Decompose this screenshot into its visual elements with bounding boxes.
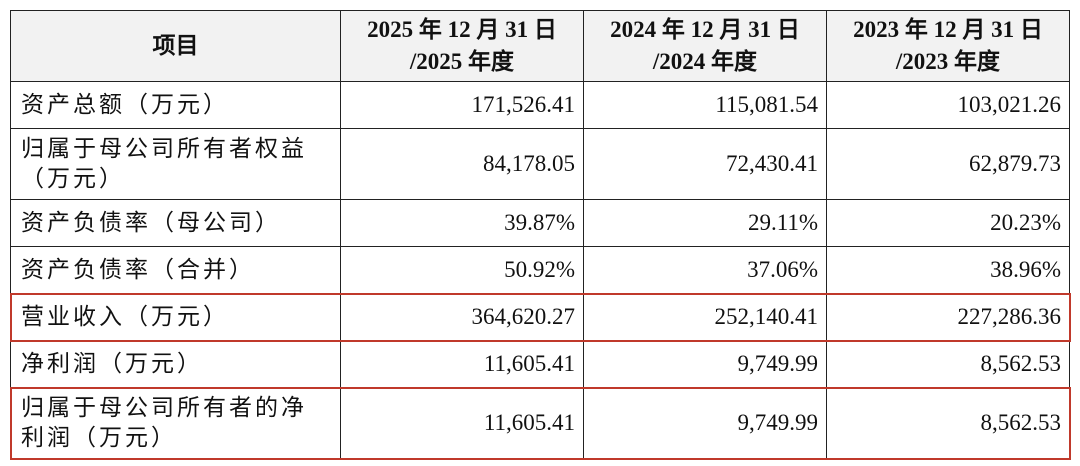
header-cell: 2025 年 12 月 31 日 /2025 年度 [340, 10, 584, 82]
value-cell: 38.96% [826, 246, 1070, 294]
table-row: 资产总额（万元） 171,526.41 115,081.54 103,021.26 [10, 81, 1070, 129]
row-label: 资产总额（万元） [10, 81, 341, 129]
value-cell: 8,562.53 [826, 340, 1070, 388]
value-cell: 39.87% [340, 199, 584, 247]
value-cell: 103,021.26 [826, 81, 1070, 129]
value-cell: 29.11% [583, 199, 827, 247]
row-label: 归属于母公司所有者权益（万元） [10, 128, 341, 200]
row-label: 净利润（万元） [10, 340, 341, 388]
data-table: 项目 2025 年 12 月 31 日 /2025 年度 2024 年 12 月 3… [9, 10, 1071, 460]
value-cell: 171,526.41 [340, 81, 584, 129]
table-row: 净利润（万元） 11,605.41 9,749.99 8,562.53 [10, 340, 1070, 388]
header-cell: 项目 [10, 10, 341, 82]
value-cell: 364,620.27 [340, 293, 584, 341]
value-cell: 9,749.99 [583, 387, 827, 459]
row-label: 资产负债率（合并） [10, 246, 341, 294]
table-row: 资产负债率（合并） 50.92% 37.06% 38.96% [10, 246, 1070, 294]
table-body: 资产总额（万元） 171,526.41 115,081.54 103,021.26 归属… [9, 81, 1071, 460]
value-cell: 37.06% [583, 246, 827, 294]
value-cell: 11,605.41 [340, 340, 584, 388]
value-cell: 252,140.41 [583, 293, 827, 341]
value-cell: 8,562.53 [826, 387, 1070, 459]
header-cell: 2023 年 12 月 31 日 /2023 年度 [826, 10, 1070, 82]
header-row: 项目 2025 年 12 月 31 日 /2025 年度 2024 年 12 月 3… [10, 10, 1070, 82]
value-cell: 11,605.41 [340, 387, 584, 459]
table-row: 归属于母公司所有者的净利润（万元） 11,605.41 9,749.99 8,562.… [9, 386, 1071, 460]
value-cell: 9,749.99 [583, 340, 827, 388]
table-row: 归属于母公司所有者权益（万元） 84,178.05 72,430.41 62,879.… [10, 128, 1070, 200]
value-cell: 84,178.05 [340, 128, 584, 200]
value-cell: 62,879.73 [826, 128, 1070, 200]
value-cell: 72,430.41 [583, 128, 827, 200]
header-cell: 2024 年 12 月 31 日 /2024 年度 [583, 10, 827, 82]
table-row: 资产负债率（母公司） 39.87% 29.11% 20.23% [10, 199, 1070, 247]
value-cell: 50.92% [340, 246, 584, 294]
row-label: 归属于母公司所有者的净利润（万元） [10, 387, 341, 459]
value-cell: 227,286.36 [826, 293, 1070, 341]
value-cell: 115,081.54 [583, 81, 827, 129]
row-label: 营业收入（万元） [10, 293, 341, 341]
table-row: 营业收入（万元） 364,620.27 252,140.41 227,286.36 [9, 292, 1071, 342]
row-label: 资产负债率（母公司） [10, 199, 341, 247]
value-cell: 20.23% [826, 199, 1070, 247]
